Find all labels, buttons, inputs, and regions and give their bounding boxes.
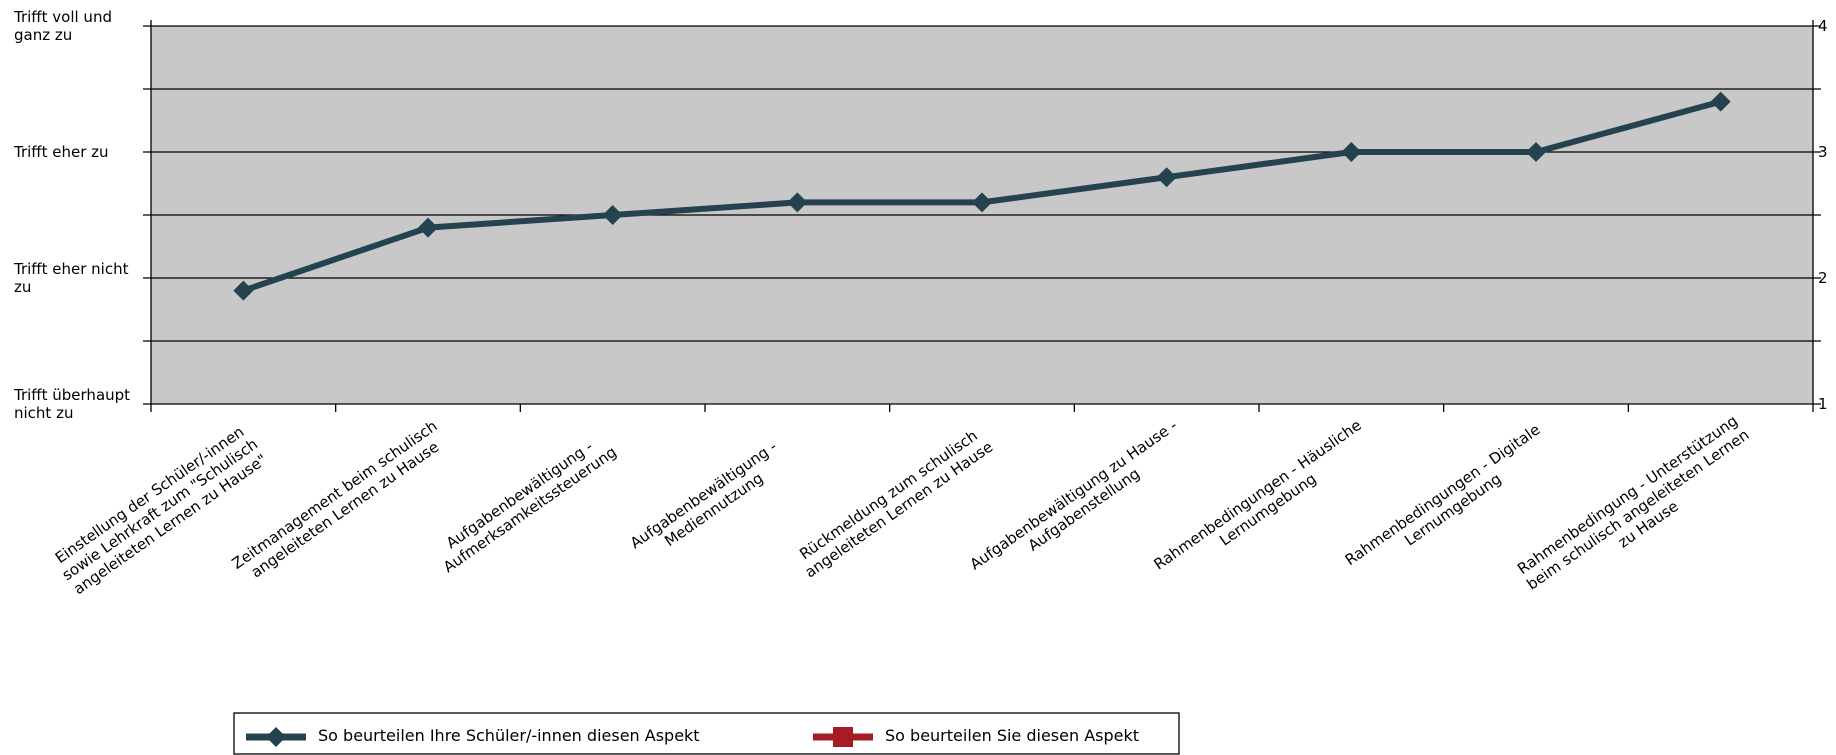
y2-tick-label: 2 <box>1818 269 1828 287</box>
data-point <box>787 192 808 213</box>
data-point <box>972 192 992 213</box>
data-point <box>233 280 254 301</box>
data-point <box>1341 142 1362 162</box>
legend-label: So beurteilen Sie diesen Aspekt <box>885 726 1140 745</box>
legend-marker <box>266 727 286 747</box>
y2-tick-label: 1 <box>1818 395 1828 413</box>
data-point <box>602 205 623 225</box>
y-tick-label: Trifft eher nicht zu <box>14 260 129 296</box>
y2-tick-label: 3 <box>1818 143 1828 161</box>
data-point <box>1156 167 1177 188</box>
legend-marker <box>833 727 853 747</box>
legend-label: So beurteilen Ihre Schüler/-innen diesen… <box>318 726 700 745</box>
y-tick-label: Trifft eher zu <box>14 143 109 161</box>
y-tick-label: Trifft voll und ganz zu <box>14 8 112 44</box>
data-point <box>1710 91 1731 112</box>
y-tick-label: Trifft überhaupt nicht zu <box>14 386 131 422</box>
legend-box <box>233 712 1180 755</box>
data-point <box>1526 142 1546 162</box>
data-point <box>418 217 438 238</box>
y2-tick-label: 4 <box>1818 17 1828 35</box>
